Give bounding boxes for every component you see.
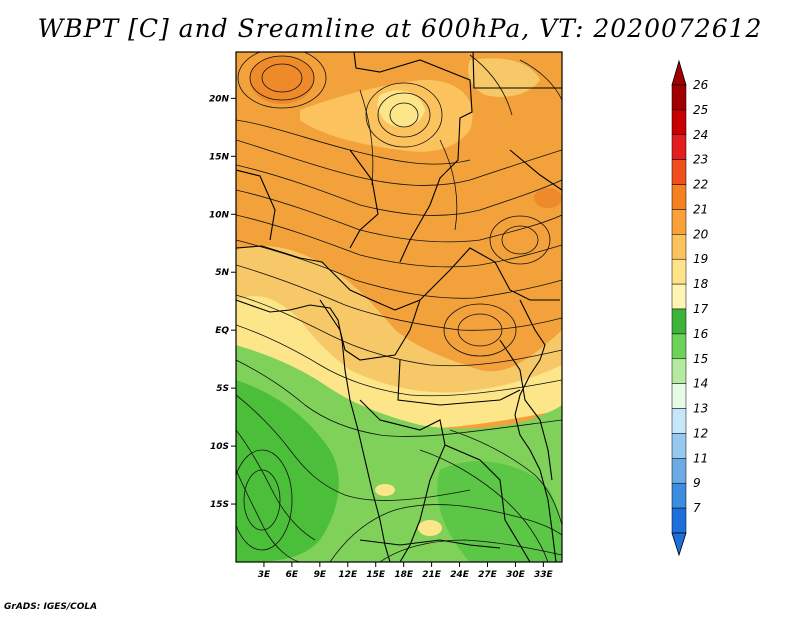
lon-tick-label: 30E [506, 570, 526, 580]
colorbar-bottom-arrow [671, 532, 687, 557]
colorbar-label: 13 [693, 402, 708, 416]
lat-tick-label: 20N [209, 94, 230, 104]
colorbar-swatch [671, 507, 687, 534]
colorbar-label: 23 [693, 153, 708, 167]
colorbar-swatch [671, 159, 687, 185]
lat-tick-label: 10N [209, 210, 230, 220]
lon-tick-label: 12E [338, 570, 358, 580]
lon-tick-label: 27E [478, 570, 498, 580]
grads-credit: GrADS: IGES/COLA [4, 602, 98, 612]
field-region-18-19-patch [418, 520, 442, 536]
lon-tick-label: 3E [258, 570, 271, 580]
colorbar-label: 17 [693, 302, 709, 316]
lon-tick-label: 9E [314, 570, 327, 580]
colorbar-swatch [671, 308, 687, 335]
lat-tick-label: 15S [210, 500, 229, 510]
colorbar-label: 25 [693, 103, 708, 117]
colorbar-swatch [671, 458, 687, 484]
lat-tick-label: 5N [215, 268, 229, 278]
colorbar-swatch [671, 333, 687, 360]
coastline [236, 299, 557, 562]
lon-tick-label: 6E [286, 570, 299, 580]
lon-tick-label: 33E [534, 570, 554, 580]
colorbar-label: 21 [693, 202, 708, 216]
colorbar-swatch [671, 482, 687, 509]
colorbar-label: 18 [693, 277, 709, 291]
colorbar-top-arrow [671, 59, 687, 86]
colorbar-label: 24 [693, 128, 708, 142]
field-region-18-19-north [377, 90, 425, 128]
lon-tick-label: 24E [450, 570, 470, 580]
country-borders [236, 52, 562, 562]
colorbar-label: 15 [693, 352, 708, 366]
map-panel [236, 52, 562, 562]
lat-tick-label: EQ [215, 326, 229, 336]
longitude-axis: 3E 6E 9E 12E 15E 18E 21E 24E 27E 30E 33E [258, 562, 554, 580]
colorbar-swatch [671, 209, 687, 235]
lat-tick-label: 15N [209, 152, 230, 162]
colorbar-label: 26 [693, 78, 709, 92]
field-region-18-19-ne [468, 58, 540, 97]
field-region-16-17 [236, 380, 339, 562]
colorbar-swatch [671, 234, 687, 260]
colorbar-swatch [671, 433, 687, 459]
lat-tick-label: 5S [216, 384, 229, 394]
latitude-axis: 20N 15N 10N 5N EQ 5S 10S 15S [209, 94, 236, 510]
colorbar-swatch [671, 383, 687, 409]
colorbar-label: 12 [693, 426, 708, 440]
colorbar-label: 11 [693, 451, 708, 465]
colorbar-label: 9 [693, 476, 701, 490]
colorbar-swatch [671, 134, 687, 160]
lon-tick-label: 15E [366, 570, 386, 580]
colorbar: 26 25 24 23 22 21 20 19 18 17 16 15 14 13 12 11 9 7 [671, 59, 709, 557]
colorbar-label: 7 [693, 501, 701, 515]
colorbar-swatch [671, 109, 687, 136]
colorbar-swatch [671, 283, 687, 310]
colorbar-label: 16 [693, 327, 709, 341]
colorbar-label: 20 [693, 227, 709, 241]
field-region-16-17-east [437, 461, 562, 562]
lat-tick-label: 10S [210, 442, 229, 452]
colorbar-swatch [671, 258, 687, 285]
colorbar-label: 19 [693, 252, 708, 266]
colorbar-swatch [671, 84, 687, 111]
field-region-18-19-patch-2 [375, 484, 395, 496]
colorbar-swatch [671, 408, 687, 434]
colorbar-swatch [671, 358, 687, 384]
lon-tick-label: 18E [394, 570, 414, 580]
colorbar-label: 22 [693, 178, 708, 192]
colorbar-label: 14 [693, 377, 708, 391]
map-title: WBPT [C] and Sreamline at 600hPa, VT: 20… [37, 14, 763, 43]
field-region-21-22 [250, 56, 314, 104]
lon-tick-label: 21E [422, 570, 442, 580]
field-region-21-22-east [534, 188, 562, 208]
map-frame [235, 51, 563, 563]
colorbar-swatch [671, 184, 687, 210]
